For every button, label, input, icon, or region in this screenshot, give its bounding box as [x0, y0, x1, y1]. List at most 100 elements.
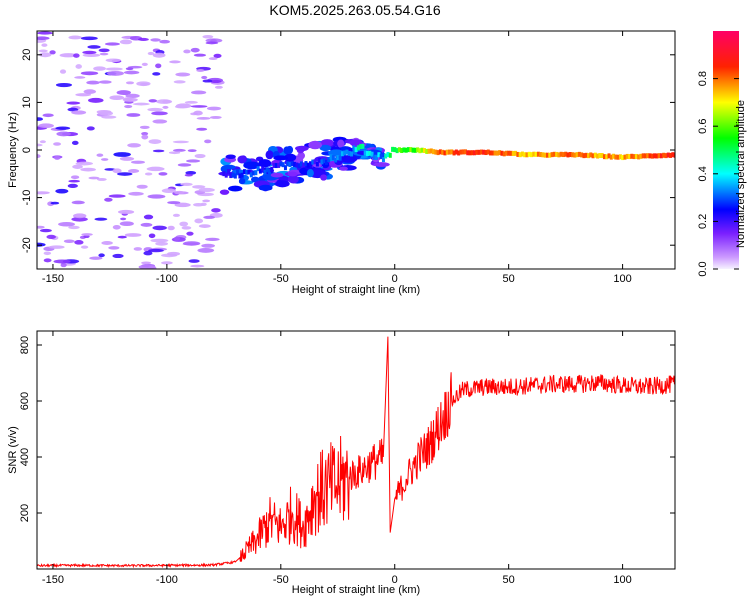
spectrogram-ridge-cell — [612, 153, 616, 159]
spectrogram-noise-blob — [125, 67, 134, 71]
colorbar: 0.0 0.2 0.4 0.6 0.8 Normalized spectral ampl… — [697, 31, 747, 277]
spectrogram-ridge-cell — [639, 153, 643, 159]
spectrogram-ridge-cell — [318, 157, 322, 163]
spectrogram-ridge-cell — [577, 151, 581, 157]
spectrogram-noise-blob — [198, 224, 211, 228]
spectrogram-ridge-cell — [409, 147, 413, 153]
spectrogram-noise-blob — [101, 115, 117, 119]
spectrogram-ridge-cell — [283, 165, 287, 171]
spectrogram-noise-blob — [159, 39, 171, 44]
spectrogram-ridge-cell — [397, 147, 401, 153]
spectrogram-ridge-cell — [384, 153, 388, 159]
spectrogram-ridge-cell — [313, 159, 317, 165]
figure-title: KOM5.2025.263.05.54.G16 — [269, 2, 440, 18]
spectrogram-noise-blob — [146, 166, 165, 172]
spectrogram-ridge-cell — [584, 152, 588, 158]
spectrogram-xtick-label: -150 — [42, 273, 64, 285]
spectrogram-ridge-cell — [650, 153, 654, 159]
spectrogram-noise-blob — [132, 102, 150, 106]
spectrogram-ridge-cell — [671, 152, 675, 158]
spectrogram-noise-blob — [150, 238, 169, 243]
spectrogram-ridge-cell — [311, 159, 315, 165]
spectrogram-ridge-cell — [320, 159, 324, 165]
spectrogram-noise-blob — [147, 265, 157, 269]
spectrogram-noise-blob — [38, 123, 54, 129]
snr-series-line — [37, 336, 675, 569]
colorbar-label: Normalized spectral amplitude — [735, 100, 747, 248]
spectrogram-noise-blob — [150, 38, 161, 42]
spectrogram-noise-blob — [54, 155, 61, 160]
spectrogram-ridge-cell — [416, 147, 420, 153]
spectrogram-ridge-cell — [327, 157, 331, 163]
spectrogram-ridge-cell — [550, 152, 554, 158]
spectrogram-noise-blob — [124, 104, 133, 109]
spectrogram-ridge-cell — [664, 153, 668, 159]
spectrogram-noise-blob — [188, 259, 200, 263]
spectrogram-noise-blob — [59, 53, 77, 58]
spectrogram-ridge-cell — [454, 149, 458, 155]
spectrogram-noise-blob — [141, 132, 149, 136]
snr-ytick-label: 600 — [19, 392, 31, 410]
spectrogram-noise-blob — [98, 48, 110, 53]
spectrogram-ridge-cell — [502, 151, 506, 157]
spectrogram-ridge-cell — [452, 150, 456, 156]
spectrogram-noise-blob — [88, 97, 104, 103]
spectrogram-noise-blob — [98, 253, 105, 258]
spectrogram-ridge-cell — [299, 161, 303, 167]
spectrogram-ridge-cell — [297, 163, 301, 169]
spectrogram-noise-blob — [186, 159, 201, 163]
spectrogram-noise-blob — [177, 163, 192, 167]
spectrogram-noise-blob — [211, 208, 221, 213]
spectrogram-ridge-cell — [557, 152, 561, 158]
spectrogram-ridge-cell — [475, 149, 479, 155]
spectrogram-ridge-cell — [370, 151, 374, 157]
spectrogram-noise-blob — [55, 126, 71, 130]
spectrogram-signal-blob — [306, 169, 314, 178]
spectrogram-ridge-cell — [277, 162, 281, 168]
spectrogram-noise-blob — [125, 81, 135, 85]
spectrogram-ridge-cell — [591, 153, 595, 159]
spectrogram-noise-blob — [38, 49, 48, 53]
spectrogram-noise-blob — [37, 36, 50, 41]
spectrogram-noise-blob — [37, 143, 43, 147]
spectrogram-noise-blob — [198, 187, 215, 193]
spectrogram-signal-blob — [237, 155, 247, 164]
spectrogram-noise-blob — [83, 89, 97, 94]
spectrogram-ridge-cell — [498, 150, 502, 156]
spectrogram-ridge-cell — [258, 168, 262, 174]
spectrogram-ridge-cell — [646, 153, 650, 159]
spectrogram-noise-blob — [155, 63, 162, 69]
spectrogram-noise-blob — [86, 80, 100, 85]
spectrogram-ridge-cell — [530, 152, 534, 158]
spectrogram-noise-blob — [186, 231, 194, 236]
spectrogram-ridge-cell — [516, 151, 520, 157]
colorbar-tick-label: 0.2 — [697, 214, 709, 229]
spectrogram-noise-blob — [112, 253, 124, 259]
spectrogram-noise-blob — [214, 85, 223, 89]
spectrogram-ridge-cell — [295, 162, 299, 168]
spectrogram-noise-blob — [68, 179, 80, 183]
spectrogram-noise-blob — [144, 172, 153, 176]
spectrogram-noise-blob — [82, 50, 97, 55]
snr-panel: -150 -100 -50 0 50 100 200 400 600 800 Height of … — [7, 330, 676, 596]
spectrogram-signal-blob — [295, 145, 309, 152]
spectrogram-noise-blob — [172, 213, 180, 217]
spectrogram-ridge-cell — [648, 153, 652, 159]
spectrogram-noise-blob — [174, 105, 187, 109]
spectrogram-ridge-cell — [669, 152, 673, 158]
spectrogram-ridge-cell — [256, 166, 260, 172]
spectrogram-ridge-cell — [491, 150, 495, 156]
spectrogram-noise-blob — [117, 209, 135, 215]
spectrogram-noise-blob — [99, 111, 114, 116]
spectrogram-ytick-label: -20 — [21, 237, 33, 253]
spectrogram-ridge-cell — [666, 152, 670, 158]
spectrogram-noise-blob — [167, 201, 181, 205]
spectrogram-noise-blob — [152, 72, 161, 76]
spectrogram-ridge-cell — [523, 152, 527, 158]
spectrogram-ridge-cell — [290, 161, 294, 167]
spectrogram-noise-blob — [139, 125, 150, 129]
spectrogram-ridge-cell — [293, 161, 297, 167]
spectrogram-ridge-cell — [662, 152, 666, 158]
spectrogram-ridge-cell — [229, 173, 233, 179]
spectrogram-ridge-cell — [632, 154, 636, 160]
